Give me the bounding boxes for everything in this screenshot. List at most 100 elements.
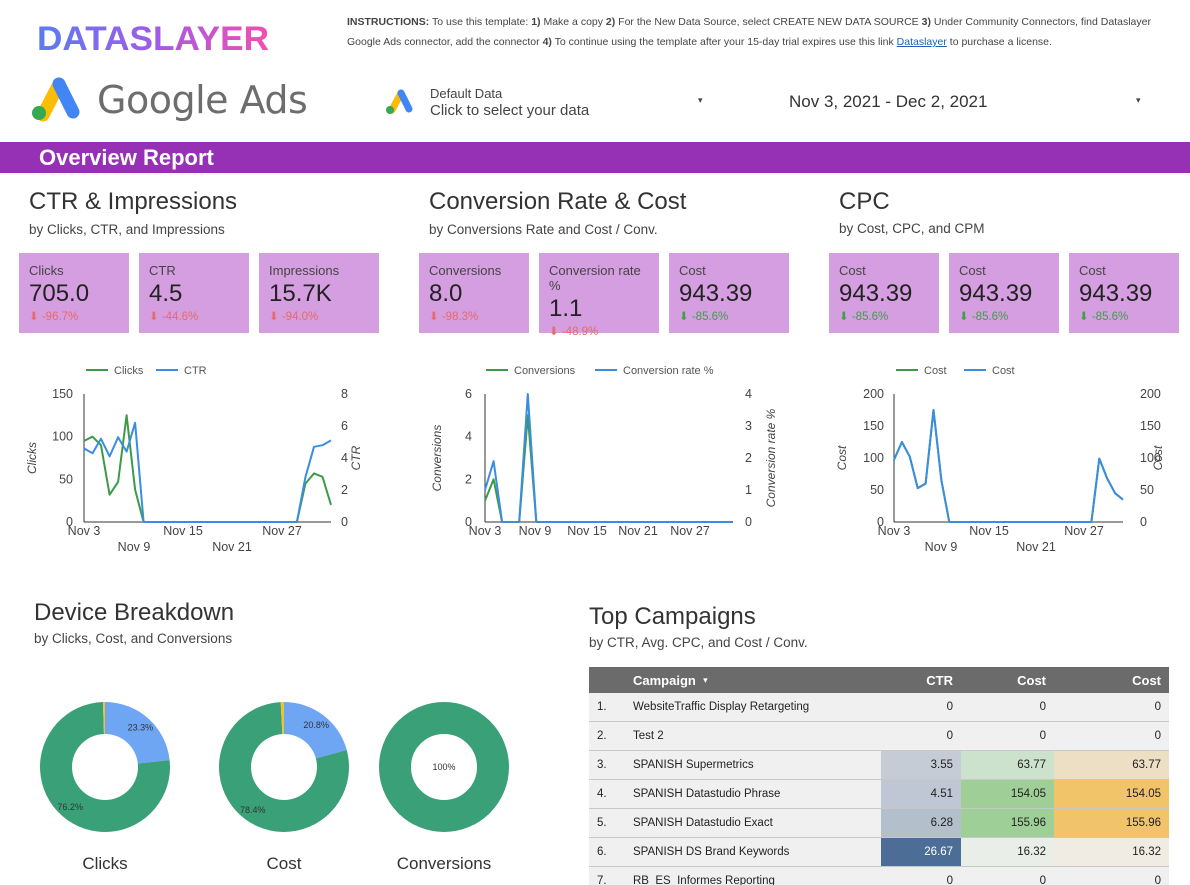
donut-slice-label: 100% [432,762,455,772]
donut-slice-label: 23.3% [128,723,154,733]
scorecard[interactable]: Impressions 15.7K ⬇ -94.0% [259,253,379,333]
header-campaign[interactable]: Campaign ▾ [633,672,708,688]
section-subtitle-conversion: by Conversions Rate and Cost / Conv. [429,222,658,237]
scorecard[interactable]: Conversions 8.0 ⬇ -98.3% [419,253,529,333]
donut-slice-label: 20.8% [303,720,329,730]
scorecard[interactable]: CTR 4.5 ⬇ -44.6% [139,253,249,333]
table-row[interactable]: 1. WebsiteTraffic Display Retargeting 0 0 0 [589,693,1169,722]
y2-tick-label: 6 [341,419,348,433]
conversion-line-chart[interactable]: Conversions Conversion rate % 0 2 4 6 0 1 2 3 4 Con… [400,355,810,565]
row-index: 6. [597,846,607,858]
arrow-down-icon: ⬇ [839,311,849,323]
row-index: 5. [597,817,607,829]
clicks-donut-chart[interactable]: 23.3% 76.2% Clicks [30,690,180,880]
donut-slice [280,702,284,735]
sort-desc-icon[interactable]: ▾ [703,674,708,685]
row-index: 2. [597,730,607,742]
ctr-value: 0 [881,867,961,885]
google-ads-title: Google Ads [97,78,308,122]
scorecard-change: ⬇ -85.6% [1079,311,1129,323]
data-source-picker[interactable]: Default Data Click to select your data ▾ [380,84,710,124]
y2-tick-label: 0 [745,515,752,529]
table-header-row: Campaign ▾ CTR Cost Cost [589,667,1169,693]
ctr-value: 0 [881,693,961,721]
table-row[interactable]: 3. SPANISH Supermetrics 3.55 63.77 63.77 [589,751,1169,780]
dataslayer-logo: DATASLAYER [37,20,269,58]
scorecard-change: ⬇ -48.9% [549,326,599,338]
arrow-down-icon: ⬇ [959,311,969,323]
section-subtitle-ctr: by Clicks, CTR, and Impressions [29,222,225,237]
scorecard[interactable]: Cost 943.39 ⬇ -85.6% [669,253,789,333]
arrow-down-icon: ⬇ [149,311,159,323]
cpc-line-chart[interactable]: Cost Cost 0 50 100 150 200 0 50 100 150 200 Cost Cost… [810,355,1190,565]
data-source-value: Click to select your data [430,102,590,119]
scorecard-label: Cost [959,263,986,278]
scorecard[interactable]: Clicks 705.0 ⬇ -96.7% [19,253,129,333]
cost-donut-chart[interactable]: 20.8% 78.4% Cost [209,690,359,880]
scorecard-change: ⬇ -94.0% [269,311,319,323]
y2-tick-label: 3 [745,419,752,433]
campaign-name: RB_ES_Informes Reporting [633,875,775,885]
table-row[interactable]: 4. SPANISH Datastudio Phrase 4.51 154.05 154… [589,780,1169,809]
top-campaigns-table[interactable]: Campaign ▾ CTR Cost Cost 1. WebsiteTraffi… [589,667,1169,885]
y-tick-label: 2 [465,472,472,486]
y2-tick-label: 8 [341,387,348,401]
scorecard[interactable]: Conversion rate % 1.1 ⬇ -48.9% [539,253,659,338]
ctr-value: 26.67 [881,838,961,866]
x-tick-label: Nov 3 [878,524,911,538]
chevron-down-icon: ▾ [1136,95,1141,105]
cost-value: 154.05 [1054,780,1169,808]
dataslayer-logo-text: DATASLAYER [37,20,269,58]
scorecard-value: 705.0 [29,280,90,307]
x-tick-label: Nov 3 [68,524,101,538]
scorecard-value: 15.7K [269,280,332,307]
scorecard[interactable]: Cost 943.39 ⬇ -85.6% [829,253,939,333]
x-tick-label: Nov 21 [212,540,252,554]
y-tick-label: 200 [863,387,884,401]
y2-tick-label: 150 [1140,419,1161,433]
date-range-value: Nov 3, 2021 - Dec 2, 2021 [789,92,988,111]
y2-tick-label: 4 [341,451,348,465]
header-ctr[interactable]: CTR [926,672,953,688]
scorecard-change: ⬇ -85.6% [959,311,1009,323]
y-tick-label: 0 [465,515,472,529]
ctr-line-chart[interactable]: Clicks CTR 0 50 100 150 0 2 4 6 8 Clicks CTR Nov 3 Nov… [0,355,400,565]
x-tick-label: Nov 27 [1064,524,1104,538]
y2-tick-label: 50 [1140,483,1154,497]
header-cost[interactable]: Cost [1017,672,1046,688]
donut-slice-label: 76.2% [57,802,83,812]
conversions-donut-chart[interactable]: 100% Conversions [369,690,519,880]
arrow-down-icon: ⬇ [429,311,439,323]
campaign-name: SPANISH Datastudio Phrase [633,788,781,800]
cost-value: 155.96 [961,809,1054,837]
row-index: 7. [597,875,607,885]
cost-value: 63.77 [961,751,1054,779]
header-index [589,667,633,693]
dataslayer-link[interactable]: Dataslayer [896,36,947,48]
y2-tick-label: 2 [341,483,348,497]
row-index: 4. [597,788,607,800]
scorecard[interactable]: Cost 943.39 ⬇ -85.6% [949,253,1059,333]
table-row[interactable]: 5. SPANISH Datastudio Exact 6.28 155.96 155.… [589,809,1169,838]
cost-value: 63.77 [1054,751,1169,779]
donut-slice [40,702,171,832]
scorecard[interactable]: Cost 943.39 ⬇ -85.6% [1069,253,1179,333]
y-axis-title: Cost [835,445,849,470]
instructions-text: INSTRUCTIONS: To use this template: 1) M… [347,16,1151,48]
date-range-picker[interactable]: Nov 3, 2021 - Dec 2, 2021 ▾ [760,86,1150,120]
x-tick-label: Nov 27 [262,524,302,538]
legend-label: Clicks [114,365,144,377]
legend-label: Cost [992,365,1015,377]
scorecard-label: Conversions [429,263,502,278]
donut-slice-label: 78.4% [240,805,266,815]
scorecard-value: 4.5 [149,280,183,307]
cost-value: 0 [961,722,1054,750]
campaign-name: SPANISH DS Brand Keywords [633,846,790,858]
header-cost[interactable]: Cost [1132,672,1161,688]
y2-tick-label: 200 [1140,387,1161,401]
cost-value: 0 [961,867,1054,885]
google-ads-small-icon [386,89,413,114]
table-row[interactable]: 6. SPANISH DS Brand Keywords 26.67 16.32 16.… [589,838,1169,867]
table-row[interactable]: 7. RB_ES_Informes Reporting 0 0 0 [589,867,1169,885]
